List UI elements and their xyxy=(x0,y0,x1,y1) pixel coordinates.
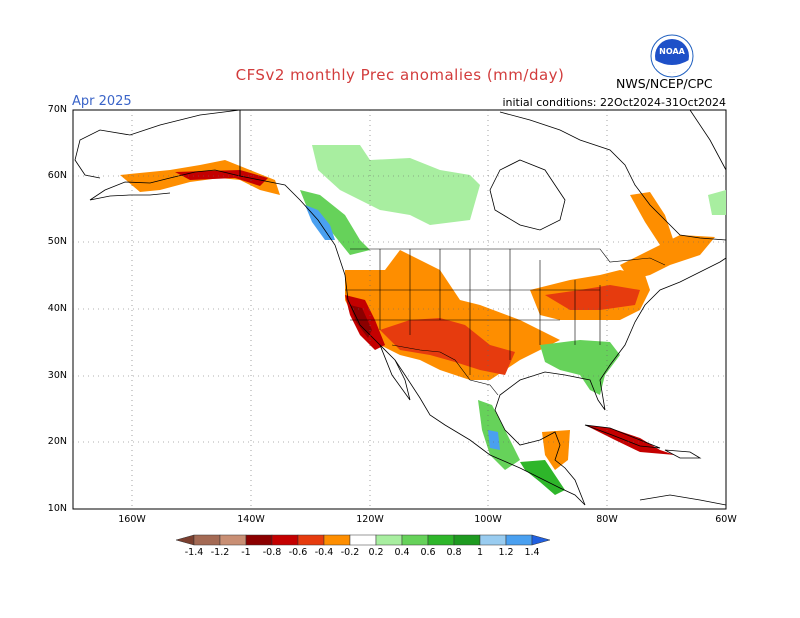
colorbar-tick-label: -0.6 xyxy=(288,547,308,558)
colorbar-cell xyxy=(297,534,325,546)
colorbar-cell xyxy=(401,534,429,546)
anomaly-labrador-dry xyxy=(630,192,675,245)
anomaly-yucatan-dry xyxy=(542,430,570,470)
lat-label: 30N xyxy=(47,370,67,381)
initial-conditions-label: initial conditions: 22Oct2024-31Oct2024 xyxy=(502,96,726,109)
colorbar-tick-label: -1 xyxy=(241,547,251,558)
colorbar-arrow-right xyxy=(531,534,551,546)
colorbar-tick-label: -1.2 xyxy=(210,547,230,558)
colorbar-tick-label: 0.8 xyxy=(446,547,462,558)
colorbar-arrow-left xyxy=(175,534,195,546)
lat-label: 50N xyxy=(47,236,67,247)
lon-label: 60W xyxy=(715,514,737,525)
anomaly-california-deep xyxy=(350,305,372,338)
lat-label: 60N xyxy=(47,170,67,181)
anomaly-ohio-core xyxy=(545,285,640,310)
valid-month-label: Apr 2025 xyxy=(72,94,132,109)
lat-label: 70N xyxy=(47,104,67,115)
anomaly-quebec-dry xyxy=(620,235,715,280)
colorbar xyxy=(175,534,551,546)
logo-text: NOAA xyxy=(659,47,685,56)
colorbar-tick-label: -0.4 xyxy=(314,547,334,558)
anomaly-labrador-wet xyxy=(708,190,726,215)
colorbar-tick-label: 1 xyxy=(476,547,484,558)
colorbar-cell xyxy=(219,534,247,546)
anomaly-mexico-wet xyxy=(478,400,520,470)
anomaly-alaska-core xyxy=(175,170,268,186)
colorbar-cell xyxy=(245,534,273,546)
colorbar-cell xyxy=(505,534,533,546)
political-borders xyxy=(239,110,666,396)
colorbar-tick-label: 0.6 xyxy=(420,547,436,558)
lon-label: 80W xyxy=(596,514,618,525)
anomaly-canada-wet xyxy=(312,145,480,225)
agency-label: NWS/NCEP/CPC xyxy=(616,76,713,91)
coastline-outline xyxy=(74,109,727,506)
lat-label: 40N xyxy=(47,303,67,314)
colorbar-tick-label: -1.4 xyxy=(184,547,204,558)
colorbar-cell xyxy=(193,534,221,546)
anomaly-fill-layer xyxy=(120,145,726,495)
colorbar-tick-label: 0.2 xyxy=(368,547,384,558)
colorbar-cell xyxy=(479,534,507,546)
anomaly-mexico-blue xyxy=(488,430,500,450)
colorbar-cell xyxy=(349,534,377,546)
lon-label: 160W xyxy=(118,514,146,525)
colorbar-cell xyxy=(427,534,455,546)
lat-label: 10N xyxy=(47,503,67,514)
colorbar-cell xyxy=(375,534,403,546)
noaa-logo-icon: NOAA xyxy=(650,34,694,78)
colorbar-tick-label: 0.4 xyxy=(394,547,410,558)
colorbar-cell xyxy=(323,534,351,546)
colorbar-tick-label: -0.2 xyxy=(340,547,360,558)
lat-label: 20N xyxy=(47,436,67,447)
colorbar-cell xyxy=(453,534,481,546)
lon-label: 100W xyxy=(474,514,502,525)
anomaly-southwest-core xyxy=(380,318,515,375)
colorbar-tick-label: 1.4 xyxy=(524,547,540,558)
anomaly-central-am-wet xyxy=(520,460,565,495)
colorbar-cell xyxy=(271,534,299,546)
anomaly-bc-wet xyxy=(300,190,370,255)
colorbar-tick-label: 1.2 xyxy=(498,547,514,558)
lon-label: 140W xyxy=(237,514,265,525)
map-title: CFSv2 monthly Prec anomalies (mm/day) xyxy=(235,66,565,84)
colorbar-tick-label: -0.8 xyxy=(262,547,282,558)
lon-label: 120W xyxy=(356,514,384,525)
